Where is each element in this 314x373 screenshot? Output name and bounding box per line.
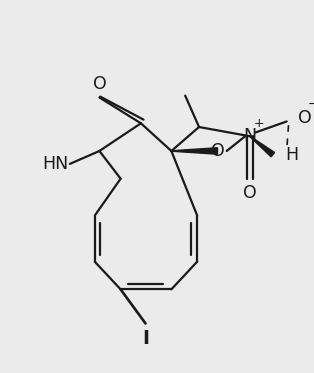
Text: O: O xyxy=(298,109,311,127)
Text: HN: HN xyxy=(42,155,68,173)
Text: O: O xyxy=(93,75,106,93)
Text: I: I xyxy=(142,329,149,348)
Text: N: N xyxy=(243,127,256,145)
Polygon shape xyxy=(171,148,218,154)
Text: H: H xyxy=(286,146,299,164)
Text: −: − xyxy=(307,98,314,112)
Text: O: O xyxy=(243,184,257,202)
Text: O: O xyxy=(211,142,225,160)
Text: +: + xyxy=(254,117,264,130)
Polygon shape xyxy=(250,136,274,157)
